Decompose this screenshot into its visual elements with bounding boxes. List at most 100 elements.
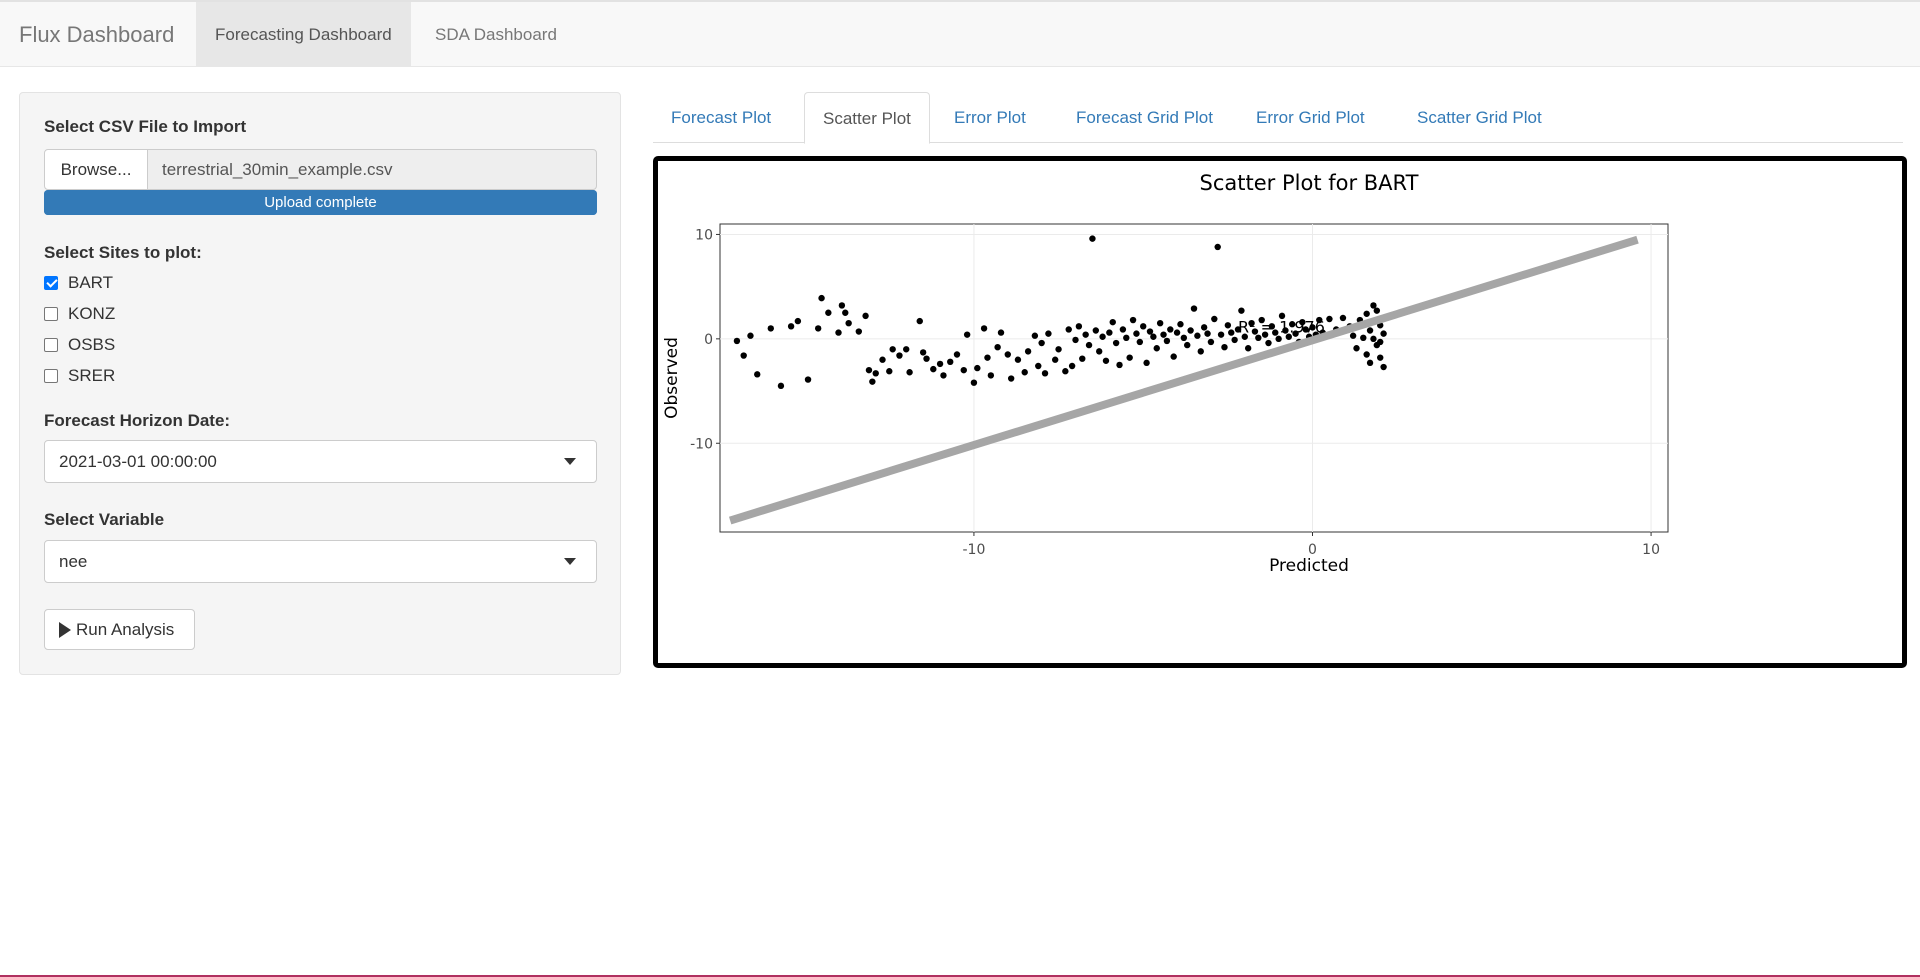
horizon-select-value: 2021-03-01 00:00:00	[59, 452, 217, 471]
scatter-point	[1278, 312, 1286, 320]
scatter-point	[1238, 307, 1245, 314]
variable-select[interactable]: nee	[44, 540, 597, 583]
scatter-point	[1085, 341, 1093, 349]
scatter-point	[804, 376, 812, 383]
checkbox-icon[interactable]	[44, 307, 58, 321]
site-checkbox-srer[interactable]: SRER	[44, 365, 115, 387]
scatter-point	[1072, 336, 1079, 344]
scatter-point	[923, 355, 930, 362]
r-squared-annotation: R² = 1.976	[1238, 318, 1325, 337]
y-axis-label: Observed	[662, 337, 682, 419]
scatter-point	[838, 302, 846, 309]
scatter-point	[936, 360, 944, 368]
scatter-point	[1163, 337, 1171, 345]
scatter-point	[1366, 327, 1374, 334]
scatter-point	[1065, 326, 1072, 333]
navbar: Flux Dashboard Forecasting Dashboard SDA…	[0, 0, 1920, 67]
horizon-select[interactable]: 2021-03-01 00:00:00	[44, 440, 597, 483]
scatter-point	[1173, 329, 1181, 336]
scatter-point	[919, 349, 927, 356]
site-label: BART	[68, 273, 114, 292]
scatter-point	[1021, 369, 1028, 376]
scatter-point	[1129, 316, 1137, 324]
scatter-point	[953, 351, 961, 358]
scatter-point	[997, 329, 1005, 336]
scatter-point	[886, 368, 893, 375]
scatter-point	[1204, 330, 1211, 337]
scatter-point	[1282, 327, 1289, 334]
scatter-point	[1370, 335, 1377, 343]
scatter-point	[754, 371, 761, 378]
scatter-point	[862, 312, 869, 320]
site-checkbox-osbs[interactable]: OSBS	[44, 334, 115, 356]
site-checkbox-bart[interactable]: BART	[44, 272, 113, 294]
scatter-point	[1373, 307, 1381, 314]
scatter-point	[1150, 333, 1157, 340]
nav-sda-dashboard[interactable]: SDA Dashboard	[435, 25, 557, 44]
scatter-point	[855, 328, 863, 335]
checkbox-icon[interactable]	[44, 276, 58, 290]
scatter-point	[1089, 235, 1096, 242]
scatter-point	[1349, 332, 1357, 339]
variable-label: Select Variable	[44, 510, 165, 529]
checkbox-icon[interactable]	[44, 338, 58, 352]
run-analysis-label: Run Analysis	[76, 620, 175, 639]
scatter-point	[1244, 345, 1252, 352]
site-label: SRER	[68, 366, 116, 385]
scatter-point	[1136, 338, 1144, 346]
scatter-point	[794, 317, 802, 325]
scatter-point	[1363, 310, 1370, 317]
scatter-point	[865, 366, 873, 374]
scatter-point	[1299, 318, 1306, 326]
scatter-point	[1268, 323, 1276, 330]
play-icon	[59, 621, 71, 638]
scatter-point	[1177, 321, 1184, 328]
scatter-point	[1068, 362, 1076, 370]
scatter-point	[1160, 331, 1167, 338]
scatter-point	[1221, 344, 1228, 351]
file-name-field[interactable]: terrestrial_30min_example.csv	[147, 149, 597, 190]
scatter-point	[1377, 354, 1384, 361]
tab-scatter-grid-plot[interactable]: Scatter Grid Plot	[1417, 108, 1542, 127]
scatter-point	[906, 369, 913, 376]
scatter-point	[1055, 346, 1062, 353]
scatter-point	[1133, 330, 1140, 337]
scatter-point	[842, 309, 849, 316]
tab-error-grid-plot[interactable]: Error Grid Plot	[1256, 108, 1365, 127]
checkbox-icon[interactable]	[44, 369, 58, 383]
nav-forecasting-dashboard[interactable]: Forecasting Dashboard	[196, 2, 411, 67]
scatter-point	[1353, 345, 1360, 352]
scatter-point	[1143, 359, 1150, 367]
scatter-point	[1326, 315, 1333, 323]
tab-forecast-plot[interactable]: Forecast Plot	[671, 108, 772, 127]
caret-down-icon	[564, 558, 576, 565]
navbar-brand[interactable]: Flux Dashboard	[19, 22, 175, 47]
scatter-point	[974, 364, 981, 372]
scatter-point	[814, 325, 822, 332]
scatter-point	[940, 372, 947, 379]
scatter-point	[1275, 335, 1282, 343]
browse-button[interactable]: Browse...	[44, 149, 148, 190]
scatter-point	[1140, 323, 1147, 330]
scatter-point	[1109, 318, 1116, 326]
scatter-point	[747, 332, 754, 339]
tab-error-plot[interactable]: Error Plot	[954, 108, 1026, 127]
scatter-point	[960, 366, 967, 374]
tab-scatter-plot[interactable]: Scatter Plot	[804, 92, 930, 144]
scatter-point	[1079, 355, 1086, 362]
run-analysis-button[interactable]: Run Analysis	[44, 609, 195, 650]
scatter-point	[1126, 354, 1133, 361]
scatter-point	[1106, 329, 1113, 336]
sites-label: Select Sites to plot:	[44, 243, 202, 262]
file-input-group: Browse... terrestrial_30min_example.csv	[44, 149, 597, 190]
scatter-point	[1261, 331, 1269, 338]
tab-forecast-grid-plot[interactable]: Forecast Grid Plot	[1076, 108, 1213, 127]
scatter-point	[1248, 319, 1255, 327]
scatter-point	[994, 344, 1001, 351]
scatter-point	[1207, 338, 1215, 346]
scatter-point	[818, 294, 825, 302]
scatter-point	[869, 378, 876, 385]
caret-down-icon	[564, 458, 576, 465]
scatter-point	[1038, 339, 1045, 347]
site-checkbox-konz[interactable]: KONZ	[44, 303, 115, 325]
